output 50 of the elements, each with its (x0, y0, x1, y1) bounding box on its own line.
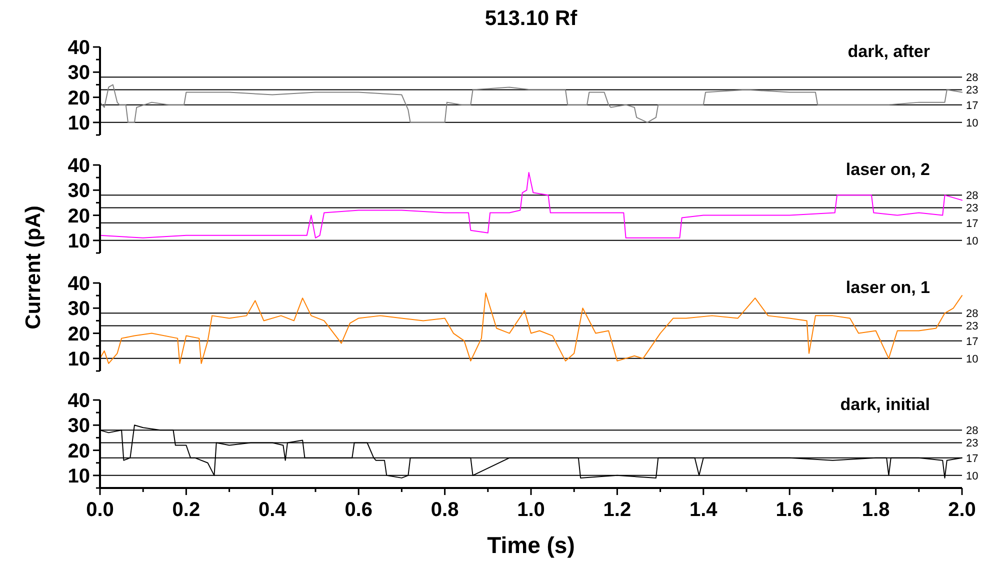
y-tick-label: 40 (68, 37, 90, 59)
ref-line-label: 17 (966, 100, 978, 112)
x-tick-label: 1.2 (603, 499, 632, 521)
x-tick-label: 0.0 (86, 499, 114, 521)
x-tick-label: 0.2 (172, 499, 200, 521)
y-tick-label: 30 (68, 62, 90, 84)
ref-line-label: 23 (966, 84, 978, 97)
ref-line-label: 17 (966, 336, 978, 348)
annotation: laser on, 2 (846, 160, 930, 179)
y-tick-label: 30 (68, 298, 90, 320)
y-tick-label: 10 (68, 465, 90, 488)
x-axis-title: Time (s) (487, 532, 575, 558)
y-tick-label: 20 (68, 323, 90, 346)
ref-line-label: 23 (966, 202, 978, 215)
y-tick-label: 40 (68, 390, 90, 412)
ref-line-label: 28 (966, 72, 978, 84)
ref-line-label: 10 (966, 117, 978, 130)
y-tick-label: 30 (68, 180, 90, 202)
x-tick-label: 0.4 (258, 499, 288, 521)
ref-line-label: 10 (966, 470, 978, 482)
x-tick-label: 1.0 (517, 499, 545, 521)
x-tick-label: 2.0 (948, 499, 976, 521)
ref-line-label: 10 (966, 353, 978, 366)
y-tick-label: 20 (68, 205, 90, 228)
x-tick-label: 1.8 (862, 499, 890, 521)
y-tick-label: 10 (68, 230, 90, 252)
x-tick-label: 1.4 (689, 499, 718, 521)
ref-line-label: 28 (966, 190, 978, 202)
y-tick-label: 10 (68, 112, 90, 134)
y-axis-title: Current (pA) (22, 206, 45, 330)
y-tick-label: 20 (68, 440, 90, 462)
annotation: laser on, 1 (846, 278, 930, 297)
annotation: dark, initial (840, 395, 930, 414)
ref-line-label: 10 (966, 235, 978, 248)
ref-line-label: 23 (966, 320, 978, 333)
y-tick-label: 40 (68, 273, 90, 295)
y-tick-label: 30 (68, 415, 90, 438)
chart-title: 513.10 Rf (484, 7, 578, 30)
y-tick-label: 20 (68, 87, 90, 110)
annotation: dark, after (848, 42, 930, 61)
ref-line-label: 28 (966, 308, 978, 320)
x-tick-label: 0.8 (430, 499, 459, 521)
y-tick-label: 40 (68, 155, 90, 177)
ref-line-label: 17 (966, 452, 978, 465)
ref-line-label: 28 (966, 425, 978, 438)
ref-line-label: 17 (966, 218, 978, 230)
x-tick-label: 0.6 (344, 499, 373, 521)
y-tick-label: 10 (68, 348, 90, 370)
ref-line-label: 23 (966, 438, 978, 450)
x-tick-label: 1.6 (776, 499, 804, 521)
